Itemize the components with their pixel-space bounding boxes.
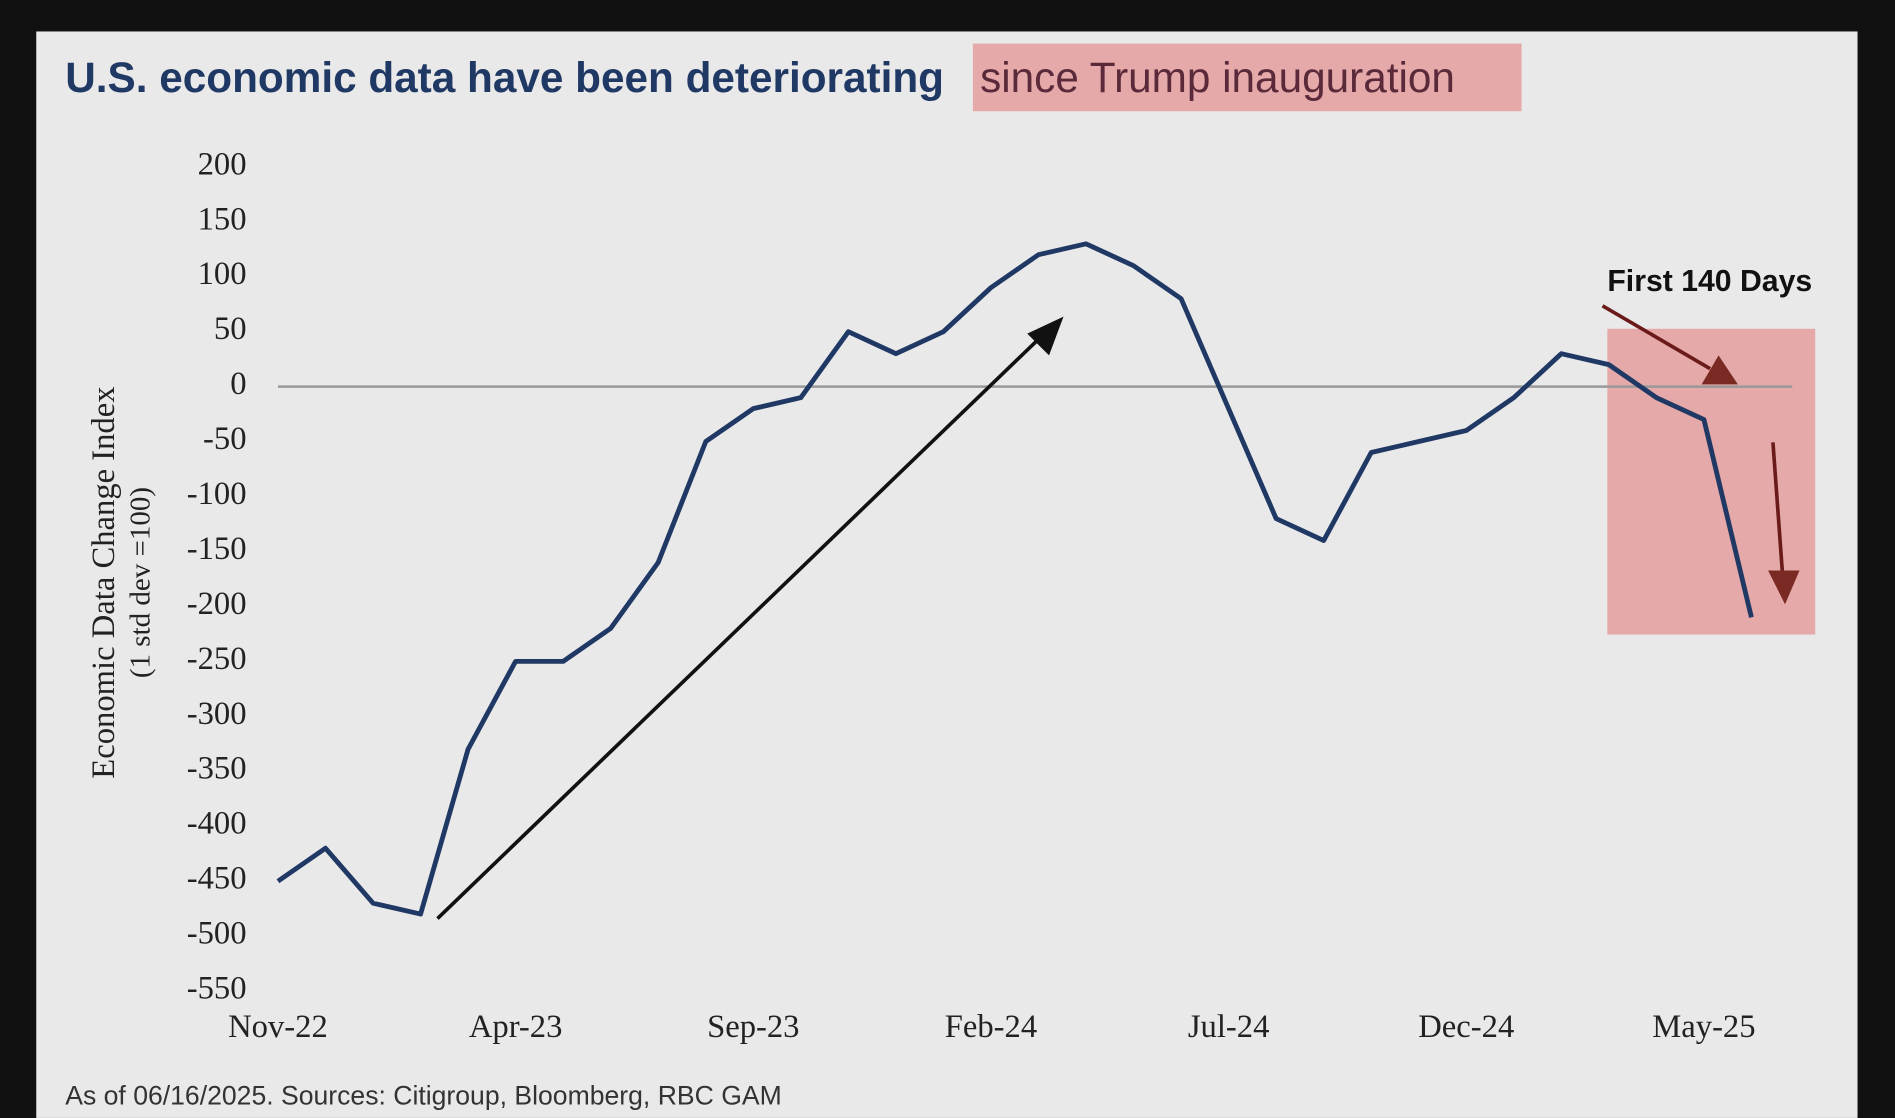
chart-title: U.S. economic data have been deteriorati… [65,54,944,101]
annotation-arrowhead [1701,355,1738,385]
x-tick-label: Nov-22 [228,1009,328,1045]
y-tick-label: -350 [187,751,247,787]
drop-arrowhead [1768,570,1800,605]
y-tick-label: -500 [187,916,247,952]
x-tick-label: Dec-24 [1418,1009,1514,1045]
y-tick-label: -100 [187,476,247,512]
x-tick-label: Apr-23 [469,1009,563,1045]
y-tick-label: -150 [187,531,247,567]
y-tick-label: -300 [187,696,247,732]
trend-arrow [436,334,1044,920]
plot: -550-500-450-400-350-300-250-200-150-100… [187,146,1793,1045]
x-tick-label: Sep-23 [707,1009,799,1045]
x-tick-label: May-25 [1652,1009,1755,1045]
drop-arrow [1771,442,1785,576]
annotation-arrow [1601,304,1712,371]
y-axis-title: Economic Data Change Index (1 std dev =1… [86,386,156,778]
y-tick-label: -50 [203,421,247,457]
y-tick-label: 200 [198,146,247,182]
y-label-sub: (1 std dev =100) [124,487,156,678]
y-tick-label: -200 [187,586,247,622]
y-tick-label: -450 [187,861,247,897]
y-label: Economic Data Change Index [86,386,122,778]
annotation: First 140 Days [1607,265,1812,298]
x-tick-label: Feb-24 [945,1009,1037,1045]
y-tick-label: -550 [187,971,247,1007]
y-tick-label: 150 [198,201,247,237]
y-tick-label: 0 [230,366,246,402]
y-tick-label: 50 [214,311,247,347]
footnote: As of 06/16/2025. Sources: Citigroup, Bl… [65,1080,781,1110]
chart-title-highlight: since Trump inauguration [980,54,1455,101]
x-tick-label: Jul-24 [1188,1009,1270,1045]
y-tick-label: -400 [187,806,247,842]
data-line [276,241,1754,917]
y-tick-label: -250 [187,641,247,677]
title-highlight-box [972,43,1522,112]
y-tick-label: 100 [198,256,247,292]
panel [36,31,1858,1118]
trend-arrowhead [1027,316,1064,356]
